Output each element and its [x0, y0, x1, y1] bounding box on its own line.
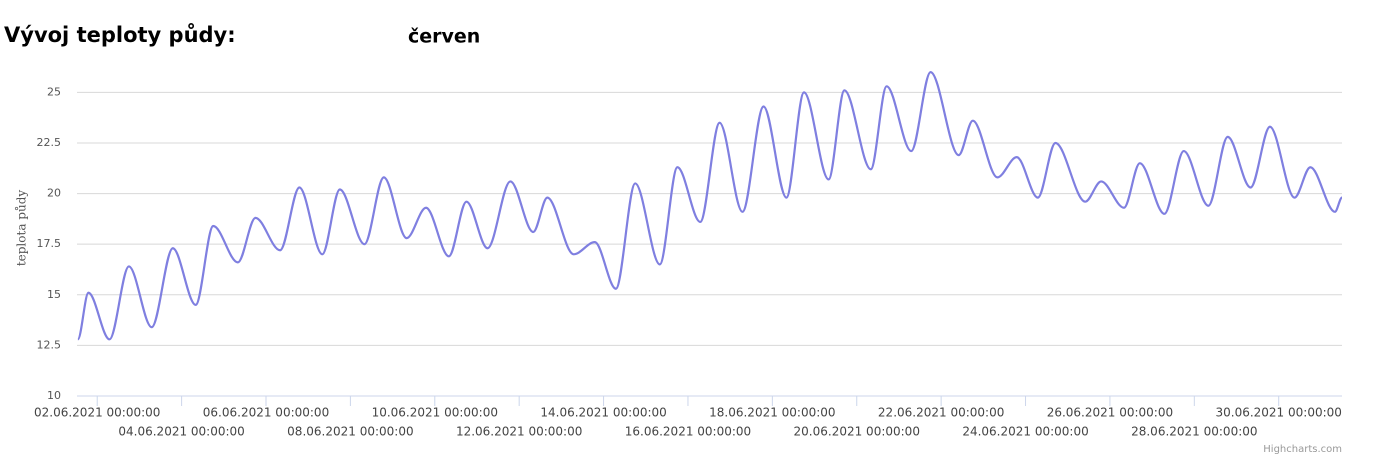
x-tick-label: 14.06.2021 00:00:00: [540, 406, 666, 420]
x-tick-label: 22.06.2021 00:00:00: [878, 406, 1004, 420]
x-tick-label: 06.06.2021 00:00:00: [203, 406, 329, 420]
x-tick-label: 02.06.2021 00:00:00: [34, 406, 160, 420]
x-tick-label: 20.06.2021 00:00:00: [794, 425, 920, 439]
x-tick-label: 10.06.2021 00:00:00: [372, 406, 498, 420]
y-tick-label: 15: [47, 288, 61, 301]
y-tick-label: 12.5: [37, 338, 62, 351]
series-line: [76, 71, 1343, 341]
y-axis-label: teplota půdy: [14, 190, 29, 267]
credit[interactable]: Highcharts.com: [1263, 444, 1342, 455]
x-tick-label: 24.06.2021 00:00:00: [962, 425, 1088, 439]
x-tick-label: 12.06.2021 00:00:00: [456, 425, 582, 439]
x-tick-label: 04.06.2021 00:00:00: [118, 425, 244, 439]
y-tick-label: 10: [47, 389, 61, 402]
x-tick-label: 16.06.2021 00:00:00: [625, 425, 751, 439]
x-tick-label: 26.06.2021 00:00:00: [1047, 406, 1173, 420]
page-title: Vývoj teploty půdy:: [4, 23, 236, 47]
x-tick-label: 30.06.2021 00:00:00: [1215, 406, 1341, 420]
x-tick-label: 18.06.2021 00:00:00: [709, 406, 835, 420]
x-tick-label: 28.06.2021 00:00:00: [1131, 425, 1257, 439]
x-tick-label: 08.06.2021 00:00:00: [287, 425, 413, 439]
y-tick-label: 20: [47, 187, 61, 200]
y-tick-label: 25: [47, 85, 61, 98]
month: červen: [408, 26, 480, 48]
y-tick-label: 17.5: [37, 237, 62, 250]
y-tick-label: 22.5: [37, 136, 62, 149]
